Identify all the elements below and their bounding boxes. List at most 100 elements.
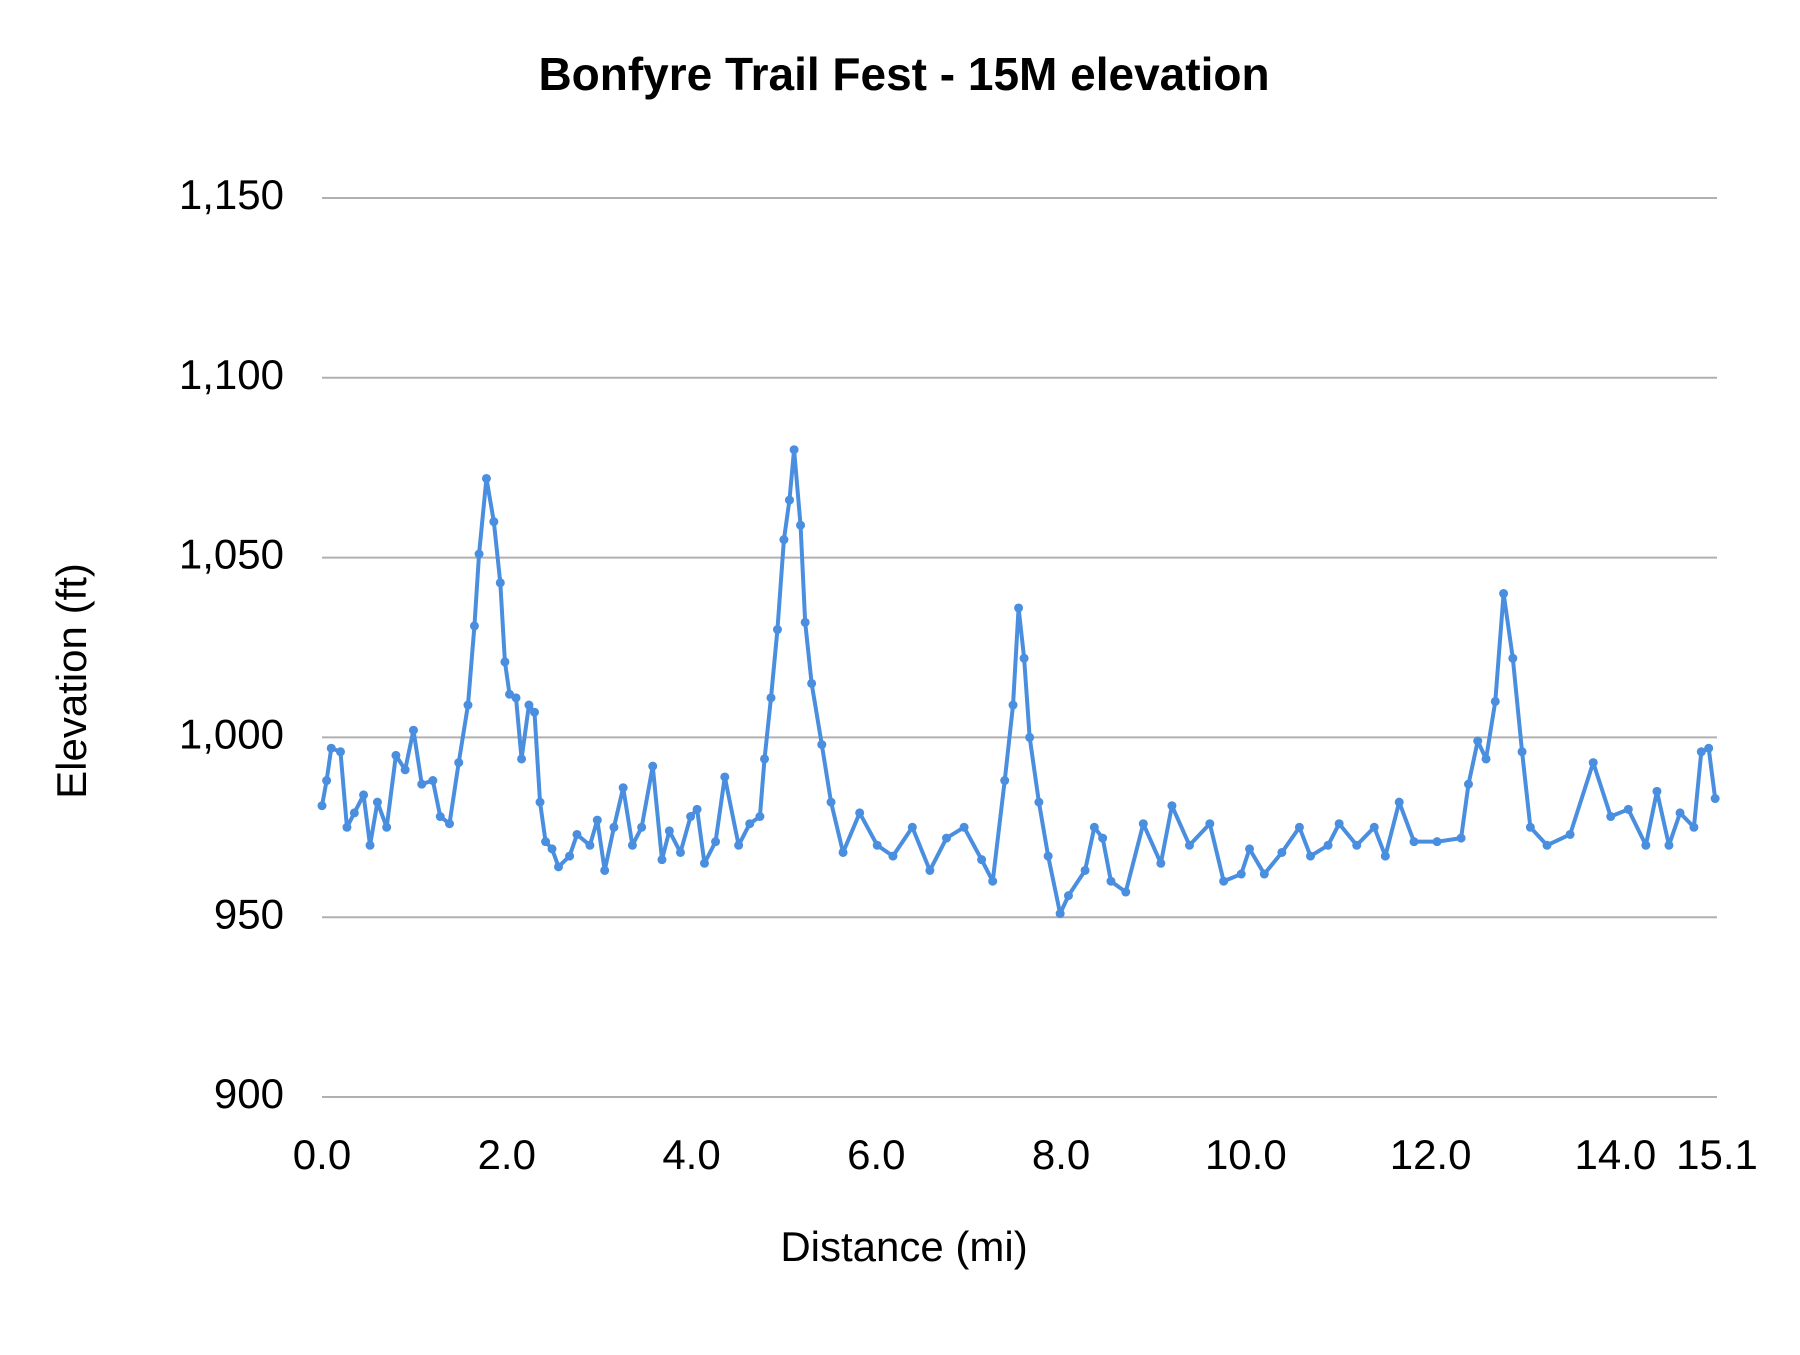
data-point [609, 822, 619, 832]
data-point [826, 797, 836, 807]
data-point [489, 517, 499, 527]
data-point [772, 625, 782, 635]
data-point [572, 829, 582, 839]
x-axis-title: Distance (mi) [780, 1223, 1027, 1270]
data-point [838, 847, 848, 857]
data-point [745, 819, 755, 829]
data-point [500, 657, 510, 667]
x-tick-label: 15.1 [1676, 1131, 1758, 1178]
data-point [469, 621, 479, 631]
data-point [1019, 653, 1029, 663]
data-point [907, 822, 917, 832]
data-point [648, 761, 658, 771]
data-point [766, 693, 776, 703]
data-point [1432, 837, 1442, 847]
data-point [699, 858, 709, 868]
data-point [1473, 736, 1483, 746]
data-point [511, 693, 521, 703]
data-point [1184, 840, 1194, 850]
data-point [888, 851, 898, 861]
data-point [444, 819, 454, 829]
data-point [1259, 869, 1269, 879]
data-point [1098, 833, 1108, 843]
data-point [734, 840, 744, 850]
data-point [657, 855, 667, 865]
data-point [592, 815, 602, 825]
chart-title: Bonfyre Trail Fest - 15M elevation [538, 48, 1269, 100]
data-point [760, 754, 770, 764]
data-point [675, 847, 685, 857]
data-point [1352, 840, 1362, 850]
data-point [1106, 876, 1116, 886]
data-point [1394, 797, 1404, 807]
data-point [547, 844, 557, 854]
data-point [1043, 851, 1053, 861]
data-point [784, 495, 794, 505]
data-point [1508, 653, 1518, 663]
data-point [1380, 851, 1390, 861]
data-point [435, 812, 445, 822]
x-tick-label: 10.0 [1205, 1131, 1287, 1178]
data-point [1490, 696, 1500, 706]
data-point [342, 822, 352, 832]
data-point [474, 549, 484, 559]
data-point [349, 808, 359, 818]
data-point [322, 776, 332, 786]
data-point [481, 473, 491, 483]
data-point [664, 826, 674, 836]
data-point [942, 833, 952, 843]
data-point [382, 822, 392, 832]
data-point [1138, 819, 1148, 829]
data-point [1704, 743, 1714, 753]
x-tick-label: 0.0 [293, 1131, 351, 1178]
data-point [755, 812, 765, 822]
data-point [1277, 847, 1287, 857]
data-point [1499, 589, 1509, 599]
data-point [796, 520, 806, 530]
data-point [817, 740, 827, 750]
data-point [1481, 754, 1491, 764]
data-point [977, 855, 987, 865]
plot-area [317, 445, 1720, 919]
data-point [565, 851, 575, 861]
data-point [541, 837, 551, 847]
data-point [335, 747, 345, 757]
data-point [1525, 822, 1535, 832]
data-point [317, 801, 327, 811]
data-point [1080, 865, 1090, 875]
data-point [495, 578, 505, 588]
data-point [1623, 804, 1633, 814]
data-point [800, 617, 810, 627]
data-point [1245, 844, 1255, 854]
data-point [711, 837, 721, 847]
data-point [417, 779, 427, 789]
data-point [627, 840, 637, 850]
data-point [463, 700, 473, 710]
data-point [1565, 829, 1575, 839]
data-point [326, 743, 336, 753]
data-point [359, 790, 369, 800]
ticks: 900 950 1,000 1,050 1,100 1,150 0.0 2.0 4.0 6.0 8.… [179, 171, 1758, 1178]
data-point [1652, 786, 1662, 796]
data-point [554, 862, 564, 872]
data-point [1588, 758, 1598, 768]
data-point [1542, 840, 1552, 850]
data-point [1517, 747, 1527, 757]
data-point [1089, 822, 1099, 832]
data-point [855, 808, 865, 818]
data-point [1025, 732, 1035, 742]
data-point [1205, 819, 1215, 829]
data-point [1063, 891, 1073, 901]
data-point [1219, 876, 1229, 886]
data-point [1369, 822, 1379, 832]
data-point [1463, 779, 1473, 789]
data-point [524, 700, 534, 710]
x-tick-label: 6.0 [847, 1131, 905, 1178]
y-tick-label: 1,050 [179, 531, 284, 578]
data-point [1675, 808, 1685, 818]
data-point [1156, 858, 1166, 868]
data-point [391, 750, 401, 760]
data-point [585, 840, 595, 850]
